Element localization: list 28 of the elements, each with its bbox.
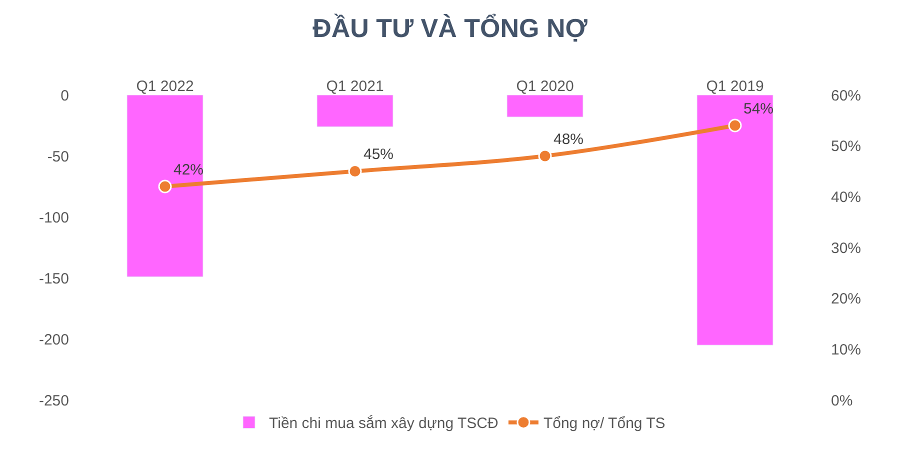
point xyxy=(538,149,552,163)
y2-tick-label: 30% xyxy=(831,240,862,257)
y2-tick-label: 50% xyxy=(831,138,862,156)
x-tick-label: Q1 2019 xyxy=(706,78,764,95)
data-label: 48% xyxy=(554,130,584,148)
y2-tick-label: 0% xyxy=(831,392,853,410)
y-tick-label: -200 xyxy=(38,331,69,348)
chart-title: ĐẦU TƯ VÀ TỔNG NỢ xyxy=(312,13,588,43)
point xyxy=(348,164,362,178)
y2-tick-label: 20% xyxy=(831,290,862,308)
point xyxy=(158,180,172,194)
legend-label: Tổng nợ/ Tổng TS xyxy=(543,415,666,432)
x-tick-label: Q1 2020 xyxy=(516,78,574,95)
x-tick-label: Q1 2021 xyxy=(326,78,384,95)
y2-tick-label: 60% xyxy=(831,87,862,104)
y-tick-label: -150 xyxy=(38,270,69,288)
y-tick-label: -250 xyxy=(38,392,69,410)
legend-label: Tiền chi mua sắm xây dựng TSCĐ xyxy=(269,414,498,432)
y-tick-label: -50 xyxy=(47,148,69,166)
data-label: 42% xyxy=(174,161,204,178)
y2-tick-label: 40% xyxy=(831,188,862,206)
data-label: 54% xyxy=(744,100,774,118)
x-tick-label: Q1 2022 xyxy=(136,78,194,95)
point xyxy=(728,118,742,132)
y-tick-label: -100 xyxy=(38,209,69,226)
data-label: 45% xyxy=(364,146,394,163)
y2-tick-label: 10% xyxy=(831,341,862,358)
y-tick-label: 0 xyxy=(60,87,69,104)
